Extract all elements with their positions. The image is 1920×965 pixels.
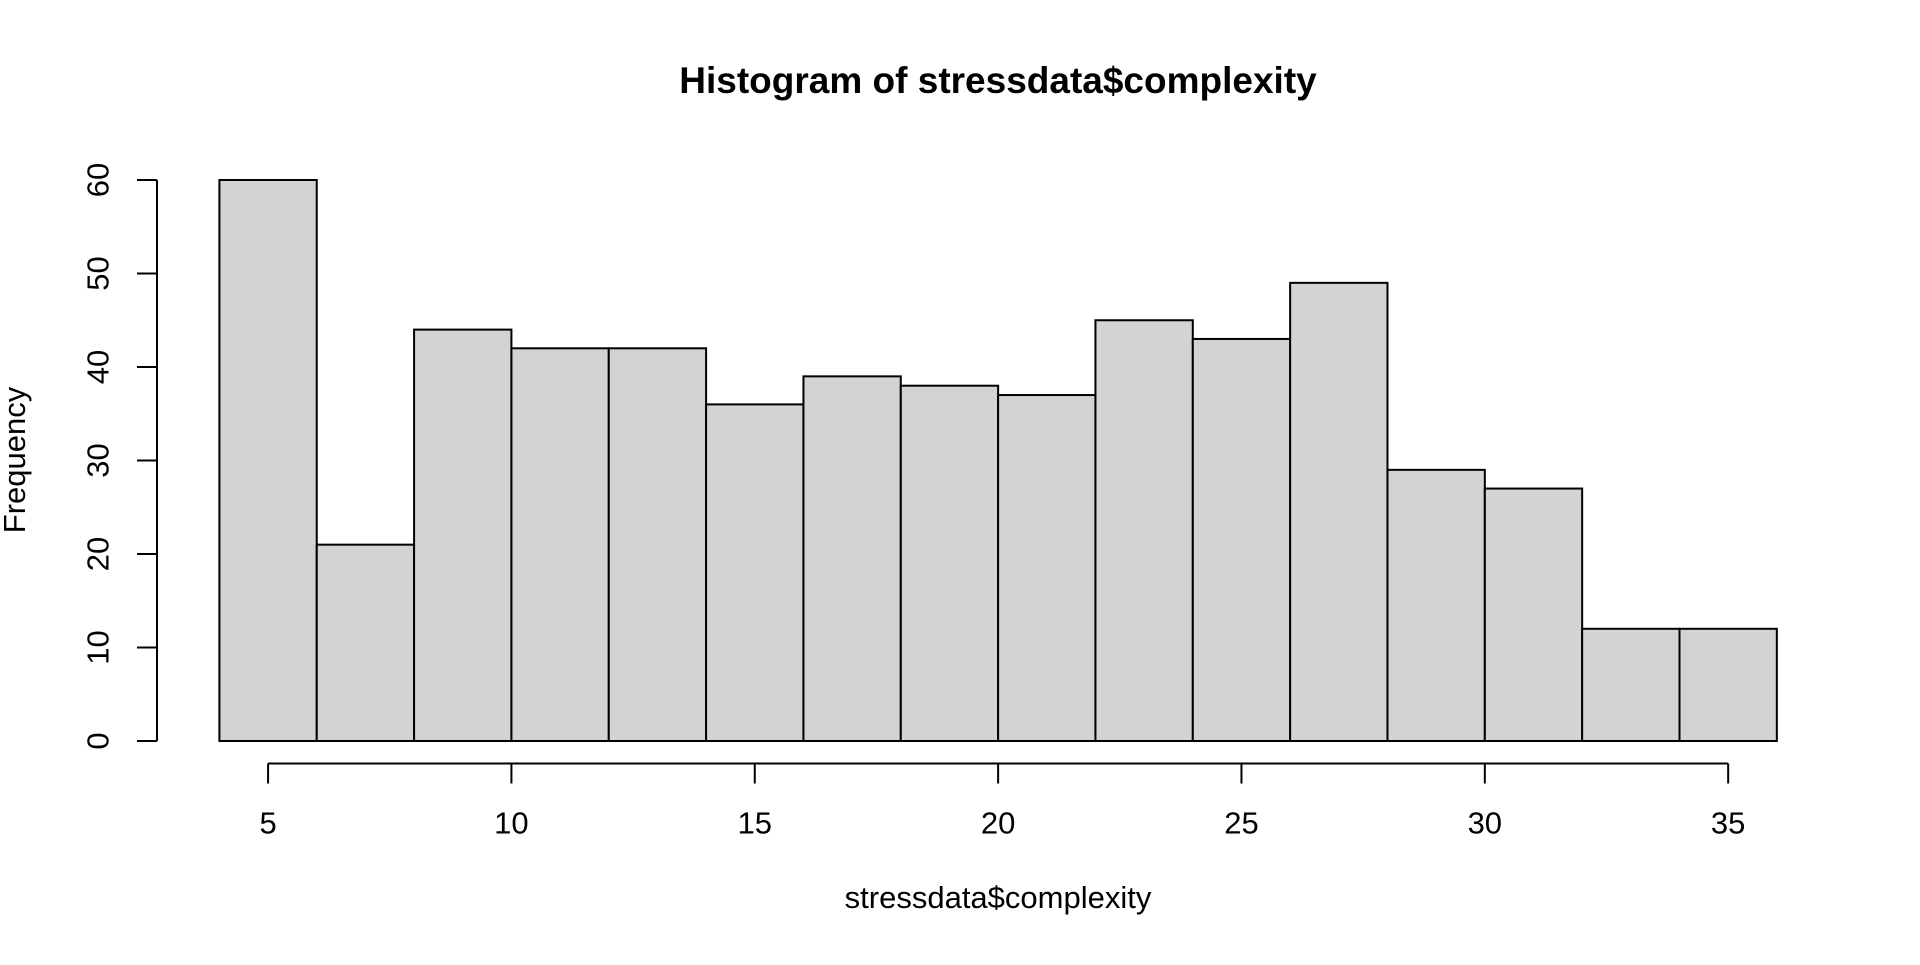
y-axis: 0 10 20 30 40 50 60 xyxy=(81,163,158,750)
histogram-bar xyxy=(1386,468,1486,742)
histogram-bar xyxy=(315,543,416,743)
x-axis: 5 10 15 20 25 30 35 xyxy=(259,762,1745,841)
histogram-bar xyxy=(1678,627,1778,742)
histogram-bar xyxy=(413,328,513,742)
y-tick-label: 20 xyxy=(81,537,116,571)
histogram-bar xyxy=(1289,281,1389,742)
histogram-bar xyxy=(1191,337,1292,742)
histogram-bar xyxy=(1094,319,1194,742)
y-tick-label: 50 xyxy=(81,256,116,290)
x-tick-label: 20 xyxy=(981,806,1015,841)
histogram-bar xyxy=(510,347,610,742)
bars-group xyxy=(218,179,1778,743)
histogram-bar xyxy=(607,347,708,742)
y-axis-label: Frequency xyxy=(0,386,32,533)
x-tick-label: 15 xyxy=(738,806,772,841)
histogram-bar xyxy=(997,394,1097,742)
chart-title: Histogram of stressdata$complexity xyxy=(679,60,1317,101)
histogram-bar xyxy=(218,179,318,742)
histogram-bar xyxy=(1581,627,1681,742)
x-tick-label: 35 xyxy=(1711,806,1745,841)
y-tick-label: 30 xyxy=(81,443,116,477)
y-tick-label: 40 xyxy=(81,350,116,384)
x-axis-label: stressdata$complexity xyxy=(845,880,1152,915)
histogram-bar xyxy=(802,375,902,742)
x-tick-label: 25 xyxy=(1224,806,1258,841)
histogram-bar xyxy=(1483,487,1584,742)
x-tick-label: 5 xyxy=(259,806,276,841)
y-tick-label: 0 xyxy=(81,732,116,749)
histogram-bar xyxy=(899,384,1000,742)
histogram-bar xyxy=(705,403,805,742)
x-tick-label: 10 xyxy=(494,806,528,841)
y-tick-label: 10 xyxy=(81,630,116,664)
x-tick-label: 30 xyxy=(1468,806,1502,841)
y-tick-label: 60 xyxy=(81,163,116,197)
